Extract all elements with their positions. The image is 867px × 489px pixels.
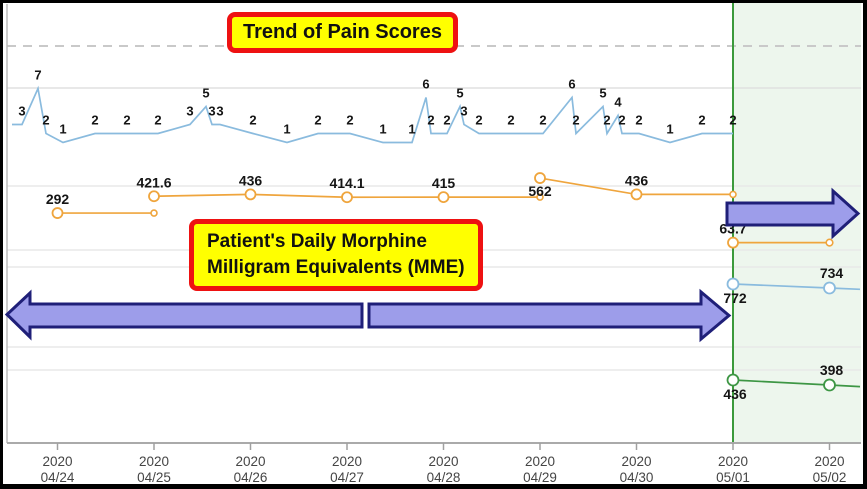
mme-point	[727, 236, 739, 249]
pain-score-value: 2	[346, 113, 353, 128]
mme-value: 292	[46, 191, 70, 207]
pain-score-value: 2	[603, 113, 610, 128]
mme-value: 562	[528, 183, 552, 199]
date-label: 2020 04/27	[330, 454, 364, 485]
pain-score-value: 7	[34, 68, 41, 83]
pain-score-value: 1	[59, 122, 66, 137]
pain-score-value: 1	[666, 122, 673, 137]
pain-score-value: 3	[460, 104, 467, 119]
pain-score-value: 2	[475, 113, 482, 128]
pain-score-value: 3	[216, 104, 223, 119]
pain-score-value: 2	[618, 113, 625, 128]
date-label: 2020 04/24	[41, 454, 75, 485]
pain-score-value: 3	[186, 104, 193, 119]
pain-score-value: 2	[427, 113, 434, 128]
pain-score-value: 3	[208, 104, 215, 119]
mme-point	[148, 190, 160, 203]
pain-score-value: 2	[635, 113, 642, 128]
date-label: 2020 05/02	[813, 454, 847, 485]
pain-score-value: 6	[568, 77, 575, 92]
date-label: 2020 04/25	[137, 454, 171, 485]
pain-score-value: 1	[408, 122, 415, 137]
mme-point	[341, 191, 353, 204]
series_blue-point	[726, 277, 740, 291]
mme-segment	[250, 193, 348, 199]
series_green-value: 398	[820, 362, 844, 378]
series_blue-value: 734	[820, 265, 844, 281]
pain-score-value: 2	[123, 113, 130, 128]
pain-score-line	[12, 85, 733, 144]
mme-callout: Patient's Daily Morphine Milligram Equiv…	[189, 219, 483, 291]
series_blue-point	[823, 281, 836, 295]
pain-trend-label: Trend of Pain Scores	[243, 21, 442, 43]
mme-value: 436	[239, 172, 263, 188]
date-label: 2020 05/01	[716, 454, 750, 485]
pain-score-value: 3	[18, 104, 25, 119]
pain-score-value: 4	[614, 95, 622, 110]
mme-step-dot	[536, 193, 544, 201]
mme-step-dot	[729, 190, 737, 199]
mme-point	[244, 188, 257, 201]
mme-endpoint	[825, 238, 834, 247]
series_green-point	[823, 378, 836, 392]
mme-value: 421.6	[136, 174, 171, 190]
pain-score-value: 2	[154, 113, 161, 128]
date-label: 2020 04/29	[523, 454, 557, 485]
pain-score-value: 2	[314, 113, 321, 128]
mme-segment	[153, 193, 251, 198]
pain-score-value: 2	[539, 113, 546, 128]
mme-label-line1: Patient's Daily Morphine	[207, 231, 427, 252]
pain-score-value: 1	[283, 122, 290, 137]
pain-score-value: 2	[572, 113, 579, 128]
mme-value: 414.1	[329, 175, 364, 191]
mme-point	[437, 191, 450, 204]
mme-value: 436	[625, 172, 649, 188]
mme-label-line2: Milligram Equivalents (MME)	[207, 257, 465, 278]
pain-score-value: 2	[443, 113, 450, 128]
pain-score-value: 5	[202, 86, 209, 101]
pain-score-value: 5	[456, 86, 463, 101]
mme-value: 415	[432, 175, 456, 191]
mme-point	[630, 188, 643, 201]
pain-score-value: 6	[422, 77, 429, 92]
series_blue-value: 772	[723, 290, 747, 306]
mme-step-dot	[150, 209, 158, 217]
pain-score-value: 5	[599, 86, 606, 101]
mme-point	[51, 207, 64, 219]
timeline-arrow-right-icon	[367, 288, 732, 343]
date-label: 2020 04/26	[234, 454, 268, 485]
mme-segment	[539, 177, 637, 196]
pain-score-value: 1	[379, 122, 386, 137]
pain-score-value: 2	[698, 113, 705, 128]
pain-trend-callout: Trend of Pain Scores	[227, 12, 458, 53]
date-label: 2020 04/28	[427, 454, 461, 485]
timeline-arrow-left-icon	[4, 289, 364, 341]
mme-point	[534, 172, 546, 184]
date-label: 2020 04/30	[620, 454, 654, 485]
series_green-point	[726, 373, 740, 387]
pain-score-value: 2	[42, 113, 49, 128]
pain-score-value: 2	[507, 113, 514, 128]
pain-score-value: 2	[729, 113, 736, 128]
pain-score-value: 2	[91, 113, 98, 128]
future-arrow-right-icon	[725, 187, 861, 240]
pain-score-value: 2	[249, 113, 256, 128]
series_green-value: 436	[723, 386, 747, 402]
